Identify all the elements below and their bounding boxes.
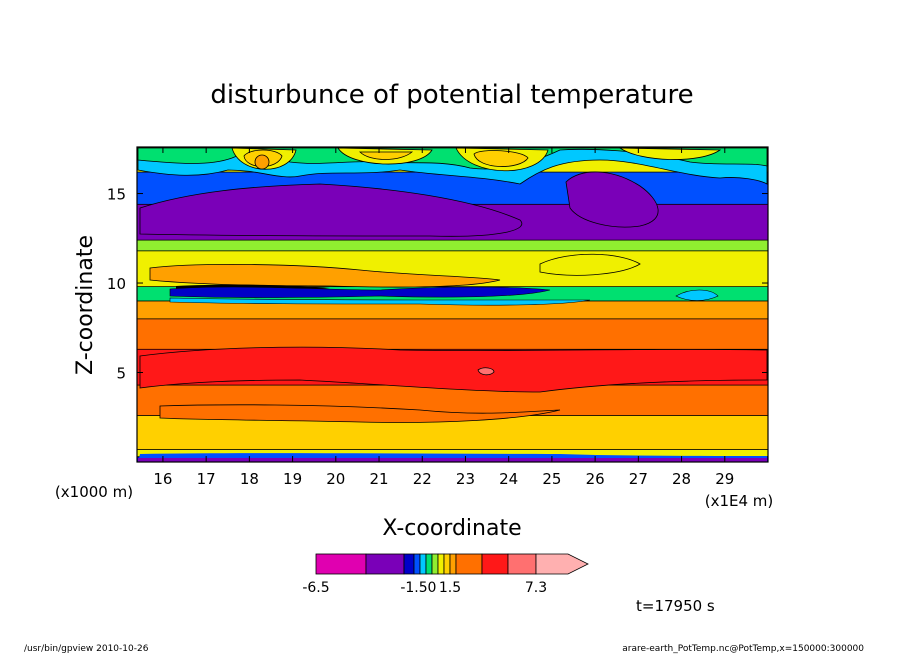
contour-blue-streak <box>169 286 551 298</box>
colorbar-swatch <box>315 553 367 575</box>
contour-violet-right <box>565 171 659 228</box>
y-axis-label: Z-coordinate <box>73 235 98 375</box>
contour-top-orange-cell <box>254 154 270 170</box>
plot-area <box>136 146 769 463</box>
contour-low-orange-tongue <box>159 404 561 423</box>
contour-cyan-streak <box>169 297 591 306</box>
contour-top-yellow <box>231 147 722 172</box>
band-9 <box>136 239 769 252</box>
contour-mid-yellow-lens <box>539 253 641 276</box>
colorbar-label: 7.3 <box>525 580 547 596</box>
x-tick-label: 23 <box>456 470 475 488</box>
colorbar-swatch <box>425 553 433 575</box>
colorbar-label: -6.5 <box>302 580 329 596</box>
x-axis-label: X-coordinate <box>382 516 521 541</box>
x-tick-label: 27 <box>629 470 648 488</box>
footer-right: arare-earth_PotTemp.nc@PotTemp,x=150000:… <box>622 644 864 654</box>
contour-top-gold <box>243 149 529 167</box>
colorbar-swatch <box>455 553 483 575</box>
colorbar-label: 0 <box>428 580 437 596</box>
contour-right-cyan-blob <box>675 289 719 301</box>
colorbar-swatch <box>413 553 421 575</box>
colorbar-swatch <box>403 553 415 575</box>
time-annotation: t=17950 s <box>636 597 715 615</box>
band-5 <box>136 318 769 350</box>
colorbar-arrow <box>535 553 589 575</box>
footer-left: /usr/bin/gpview 2010-10-26 <box>24 644 149 654</box>
colorbar <box>315 553 589 575</box>
plot-frame <box>136 146 769 463</box>
contour-violet-core <box>139 183 523 237</box>
colorbar-swatch <box>507 553 537 575</box>
colorbar-swatch <box>419 553 427 575</box>
colorbar-swatch <box>431 553 439 575</box>
colorbar-swatch <box>365 553 405 575</box>
colorbar-label: -1.5 <box>400 580 427 596</box>
colorbar-labels: -6.5 -1.5 0 1.5 7.3 <box>302 580 547 596</box>
colorbar-swatch <box>449 553 457 575</box>
contour-red-core <box>139 346 768 393</box>
x-tick-label: 21 <box>369 470 388 488</box>
colorbar-swatch <box>443 553 451 575</box>
x-tick-label: 25 <box>542 470 561 488</box>
x-tick-label: 20 <box>326 470 345 488</box>
axis-ticks <box>137 147 768 462</box>
chart-title: disturbunce of potential temperature <box>210 80 693 110</box>
x-tick-label: 16 <box>153 470 172 488</box>
colorbar-swatch <box>437 553 445 575</box>
contour-features <box>137 147 768 462</box>
x-tick-label: 29 <box>715 470 734 488</box>
y-tick-label: 15 <box>107 186 126 204</box>
y-tick-label: 5 <box>116 365 126 383</box>
x-tick-label: 22 <box>413 470 432 488</box>
tick-labels: 16 17 18 19 20 21 22 23 24 25 26 27 28 29 5 10 15 <box>107 186 734 488</box>
contour-pink-spot <box>477 367 495 376</box>
x-tick-label: 26 <box>586 470 605 488</box>
x-tick-label: 17 <box>197 470 216 488</box>
contour-surface-violet <box>138 458 767 462</box>
x-tick-label: 24 <box>499 470 518 488</box>
colorbar-label: 1.5 <box>439 580 461 596</box>
y-unit-note: (x1000 m) <box>55 483 133 501</box>
x-unit-note: (x1E4 m) <box>705 492 774 510</box>
y-tick-label: 10 <box>107 275 126 293</box>
colorbar-swatch <box>481 553 509 575</box>
x-tick-label: 19 <box>283 470 302 488</box>
x-tick-label: 18 <box>240 470 259 488</box>
x-tick-label: 28 <box>672 470 691 488</box>
